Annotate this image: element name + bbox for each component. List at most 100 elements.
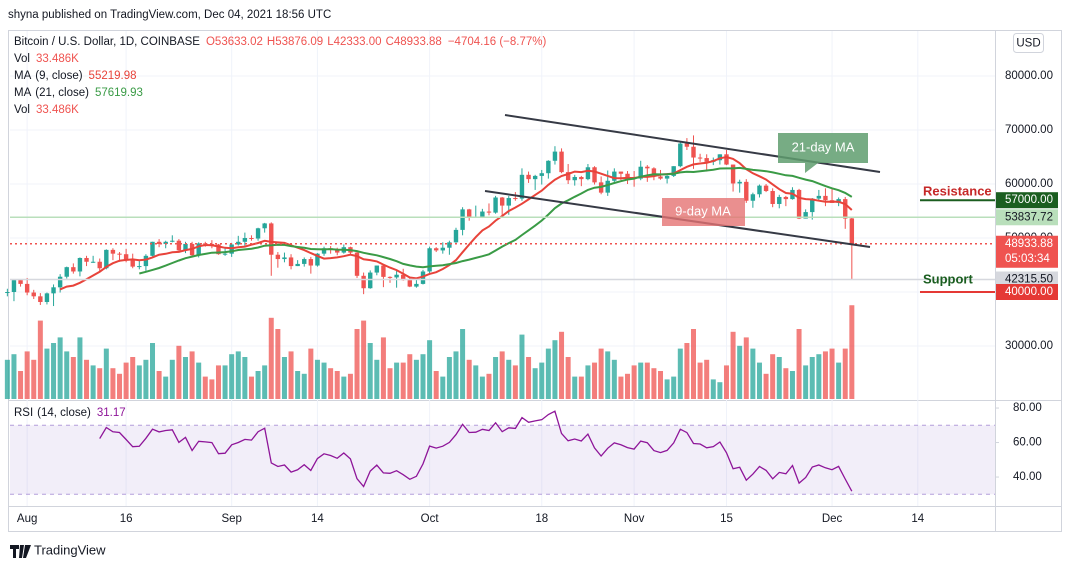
candle-body (5, 292, 10, 294)
candle-body (44, 293, 50, 302)
volume-bar (31, 359, 37, 399)
candle-body (480, 211, 485, 217)
candle-body (730, 164, 736, 184)
candle-body (150, 241, 155, 256)
volume-bar (196, 362, 202, 399)
candle-body (579, 176, 584, 180)
volume-bar (822, 351, 828, 399)
vol-value: 33.486K (36, 53, 79, 65)
volume-bar (493, 357, 499, 399)
volume-bar (288, 351, 294, 399)
candle-body (671, 166, 676, 176)
volume-bar (717, 382, 723, 399)
volume-bar (466, 359, 472, 399)
volume-bar (189, 351, 195, 399)
volume-bar (281, 357, 287, 399)
currency-button[interactable] (1013, 33, 1044, 53)
candle-body (816, 195, 822, 199)
legend-symbol: Bitcoin / U.S. Dollar, 1D, COINBASE O5363… (14, 36, 546, 48)
candle-body (453, 229, 459, 243)
candle-body (110, 249, 116, 254)
candle-body (440, 247, 445, 251)
candle-body (433, 248, 439, 251)
ohlc-open: O53633.02 (206, 36, 263, 48)
volume-bar (776, 357, 782, 399)
volume-bar (4, 359, 10, 399)
currency[interactable]: USD (1016, 38, 1040, 50)
volume-bar (11, 354, 17, 399)
volume-bar (684, 343, 690, 399)
candle-body (572, 176, 577, 181)
callout-text: 9-day MA (675, 203, 731, 218)
candle-body (796, 189, 802, 219)
ohlc-low: L42333.00 (327, 36, 381, 48)
volume-bar (169, 359, 175, 399)
candle-body (519, 174, 525, 199)
candle-body (783, 196, 789, 200)
vol-name: Vol (14, 104, 30, 116)
candle-body (354, 252, 360, 276)
volume-bar (334, 371, 340, 399)
volume-bar (103, 348, 109, 399)
x-tick-label: Aug (17, 513, 37, 525)
volume-bar (512, 365, 518, 399)
candle-body (691, 146, 696, 158)
volume-bar (803, 365, 809, 399)
volume-bar (394, 362, 400, 399)
candle-body (605, 180, 610, 193)
candle-body (308, 259, 314, 266)
volume-bar (143, 359, 149, 399)
ma-params: (9, close) (35, 70, 82, 82)
candle-body (466, 209, 472, 218)
volume-bar (631, 365, 637, 399)
volume-bar (248, 376, 254, 399)
price-level-label: 53837.72 (1005, 211, 1053, 223)
volume-bar (400, 362, 406, 399)
price-level-label: 48933.88 (1005, 238, 1053, 250)
candle-body (315, 253, 320, 266)
ohlc-high: H53876.09 (267, 36, 323, 48)
publisher-line: shyna published on TradingView.com, Dec … (8, 9, 331, 21)
candle-body (724, 154, 729, 165)
candle-body (51, 287, 56, 294)
volume-bar (585, 365, 591, 399)
candle-body (216, 244, 221, 255)
ohlc-close: C48933.88 (386, 36, 442, 48)
candle-body (11, 280, 17, 293)
candle-body (651, 168, 657, 177)
candle-body (618, 171, 624, 174)
candle-body (427, 248, 432, 272)
volume-bar (268, 317, 274, 399)
volume-bar (24, 351, 30, 399)
vol-value: 33.486K (36, 104, 79, 116)
y-tick-label: 70000.00 (1005, 124, 1053, 136)
volume-bar (341, 376, 347, 399)
candle-body (24, 283, 30, 293)
candle-body (64, 267, 69, 277)
volume-bar (704, 359, 710, 399)
candle-body (737, 181, 742, 184)
volume-bar (209, 379, 215, 399)
volume-bar (117, 373, 123, 399)
candle-body (401, 274, 406, 281)
volume-bar (301, 373, 307, 399)
candle-body (546, 160, 551, 174)
resistance-label: Resistance (923, 183, 992, 198)
candle-body (420, 271, 426, 284)
volume-bar (347, 373, 353, 399)
volume-bar (222, 365, 228, 399)
volume-bar (842, 348, 848, 399)
volume-bar (446, 357, 452, 399)
price-level-box (996, 209, 1058, 226)
volume-bar (136, 365, 142, 399)
volume-bar (202, 376, 208, 399)
volume-bar (361, 320, 367, 399)
rsi-band (10, 425, 995, 495)
volume-bar (664, 379, 670, 399)
volume-bar (565, 357, 571, 399)
volume-bar (453, 351, 459, 399)
price-level-box (996, 235, 1058, 268)
candle-body (262, 223, 267, 229)
volume-bar (37, 320, 43, 399)
candle-body (302, 259, 307, 264)
